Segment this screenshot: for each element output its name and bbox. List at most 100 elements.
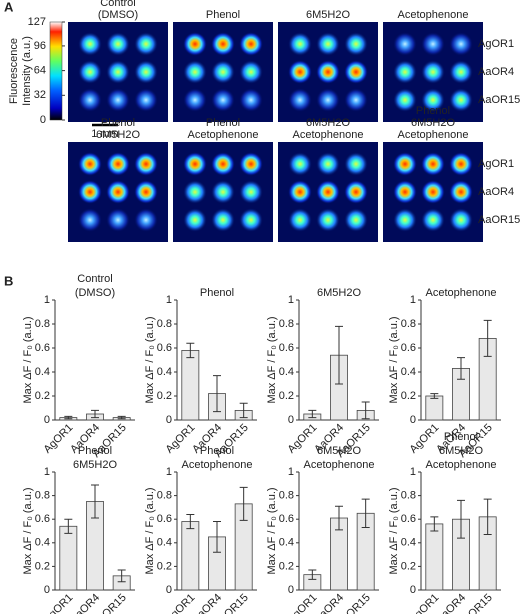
spot xyxy=(449,60,473,84)
colorbar-tick-label: 0 xyxy=(40,114,46,126)
spot xyxy=(449,152,473,176)
spot xyxy=(78,88,102,112)
y-axis-label: Max ΔF / F₀ (a.u.) xyxy=(144,487,156,574)
y-tick-label: 0.6 xyxy=(279,342,294,354)
spot xyxy=(106,180,130,204)
spot xyxy=(106,60,130,84)
error-bar xyxy=(457,357,465,380)
error-bar xyxy=(483,498,492,536)
spot xyxy=(316,180,340,204)
spot xyxy=(134,88,158,112)
y-tick-label: 0.6 xyxy=(157,513,172,525)
y-tick-label: 0.6 xyxy=(401,513,416,525)
error-bar xyxy=(483,319,492,357)
y-tick-label: 0.4 xyxy=(279,366,294,378)
y-tick-label: 0.2 xyxy=(35,560,50,572)
error-bar xyxy=(117,415,126,420)
error-bar xyxy=(308,569,317,580)
spot xyxy=(78,180,102,204)
y-axis-label: Max ΔF / F₀ (a.u.) xyxy=(22,487,34,574)
spot xyxy=(316,152,340,176)
y-tick-label: 0 xyxy=(410,584,416,596)
error-bar xyxy=(308,409,317,419)
y-axis-label: Max ΔF / F₀ (a.u.) xyxy=(266,487,278,574)
spot xyxy=(344,32,368,56)
spot xyxy=(106,208,130,232)
colorbar-label: Intensity (a.u.) xyxy=(21,36,33,106)
y-tick-label: 0 xyxy=(288,414,294,426)
error-bar xyxy=(239,486,248,521)
spot xyxy=(316,88,340,112)
spot xyxy=(449,88,473,112)
image-title: Phenol xyxy=(206,117,240,129)
spot xyxy=(106,88,130,112)
spot xyxy=(344,180,368,204)
spot xyxy=(183,152,207,176)
spot xyxy=(106,152,130,176)
image-title: Acetophenone xyxy=(188,129,259,141)
spot xyxy=(239,152,263,176)
spot xyxy=(78,208,102,232)
error-bar xyxy=(430,393,439,399)
spot xyxy=(183,60,207,84)
spot xyxy=(421,180,445,204)
spot xyxy=(211,180,235,204)
y-tick-label: 0.4 xyxy=(401,366,416,378)
y-axis-label: Max ΔF / F₀ (a.u.) xyxy=(144,316,156,403)
row-label: AaOR15 xyxy=(478,94,520,106)
spot xyxy=(449,180,473,204)
y-axis-label: Max ΔF / F₀ (a.u.) xyxy=(22,316,34,403)
spot xyxy=(239,32,263,56)
image-title: Phenol xyxy=(416,105,450,117)
row-label: AgOR1 xyxy=(478,38,514,50)
y-tick-label: 0 xyxy=(166,414,172,426)
spot xyxy=(288,60,312,84)
y-tick-label: 0.2 xyxy=(401,390,416,402)
spot xyxy=(211,60,235,84)
spot xyxy=(134,208,158,232)
y-tick-label: 0.8 xyxy=(279,490,294,502)
spot xyxy=(78,152,102,176)
spot xyxy=(288,152,312,176)
error-bar xyxy=(457,499,465,539)
spot xyxy=(393,180,417,204)
y-tick-label: 0.2 xyxy=(35,390,50,402)
spot xyxy=(183,208,207,232)
y-tick-label: 0.4 xyxy=(279,537,294,549)
spot xyxy=(344,88,368,112)
image-title: 6M5H2O xyxy=(96,129,140,141)
y-tick-label: 0.6 xyxy=(35,513,50,525)
chart-title: Acetophenone xyxy=(304,459,375,471)
y-tick-label: 0 xyxy=(166,584,172,596)
error-bar xyxy=(91,484,99,519)
image-title: Acetophenone xyxy=(293,129,364,141)
spot xyxy=(288,32,312,56)
spot xyxy=(134,152,158,176)
y-tick-label: 0.8 xyxy=(35,490,50,502)
spot xyxy=(316,60,340,84)
y-tick-label: 0 xyxy=(44,414,50,426)
y-tick-label: 0.6 xyxy=(401,342,416,354)
image-title: Control xyxy=(100,0,135,9)
spot xyxy=(134,60,158,84)
chart-title: Phenol xyxy=(200,445,234,457)
spot xyxy=(393,60,417,84)
spot xyxy=(344,208,368,232)
y-tick-label: 1 xyxy=(166,294,172,306)
spot xyxy=(421,208,445,232)
spot xyxy=(183,32,207,56)
spot xyxy=(449,32,473,56)
y-tick-label: 0.8 xyxy=(157,318,172,330)
panel-label: A xyxy=(4,0,14,14)
y-tick-label: 0.4 xyxy=(35,537,50,549)
spot xyxy=(288,88,312,112)
y-tick-label: 0.8 xyxy=(401,490,416,502)
y-axis-label: Max ΔF / F₀ (a.u.) xyxy=(388,316,400,403)
chart-title: Acetophenone xyxy=(426,287,497,299)
chart-title: 6M5H2O xyxy=(73,459,117,471)
error-bar xyxy=(361,401,370,420)
y-axis-label: Max ΔF / F₀ (a.u.) xyxy=(388,487,400,574)
spot xyxy=(288,208,312,232)
spot xyxy=(239,60,263,84)
image-title: Phenol xyxy=(206,9,240,21)
